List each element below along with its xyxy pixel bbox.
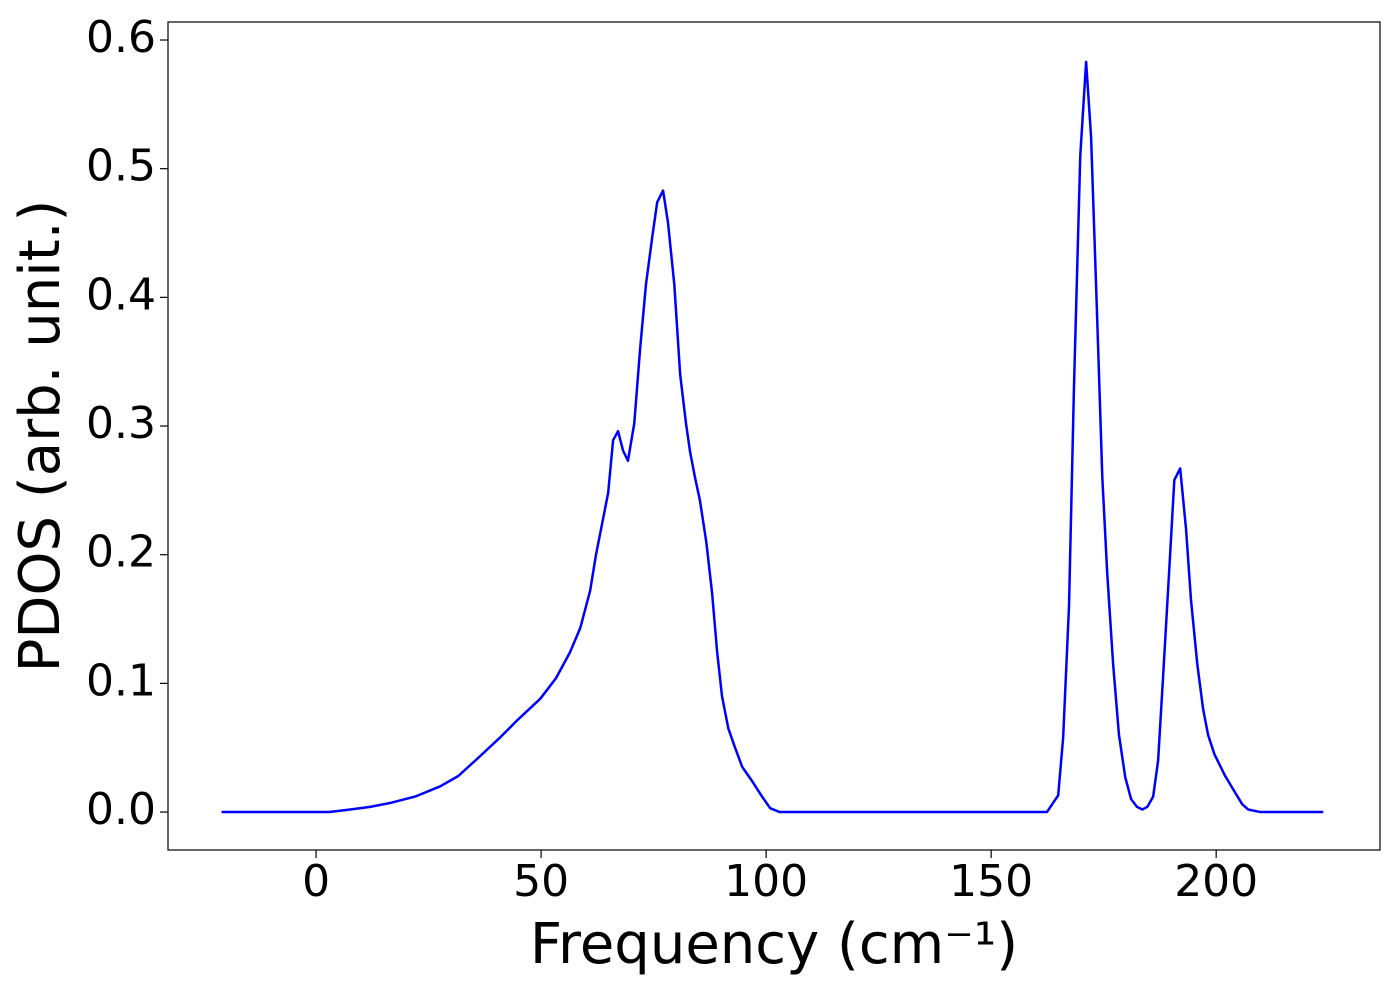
y-tick-label: 0.2: [86, 527, 156, 578]
x-axis-label: Frequency (cm⁻¹): [530, 912, 1018, 977]
line: [221, 60, 1324, 814]
y-axis-label: PDOS (arb. unit.): [8, 200, 73, 673]
plot-frame: [167, 21, 1381, 851]
y-tick-label: 0.0: [86, 784, 156, 835]
y-tick-label: 0.5: [86, 141, 156, 192]
x-tick-label: 0: [302, 856, 330, 907]
x-tick-label: 200: [1174, 856, 1258, 907]
y-tick-label: 0.3: [86, 398, 156, 449]
x-tick-label: 100: [724, 856, 808, 907]
y-tick-label: 0.4: [86, 269, 156, 320]
x-tick-label: 150: [949, 856, 1033, 907]
x-tick-label: 50: [513, 856, 569, 907]
y-tick-label: 0.6: [86, 12, 156, 63]
y-tick-label: 0.1: [86, 655, 156, 706]
